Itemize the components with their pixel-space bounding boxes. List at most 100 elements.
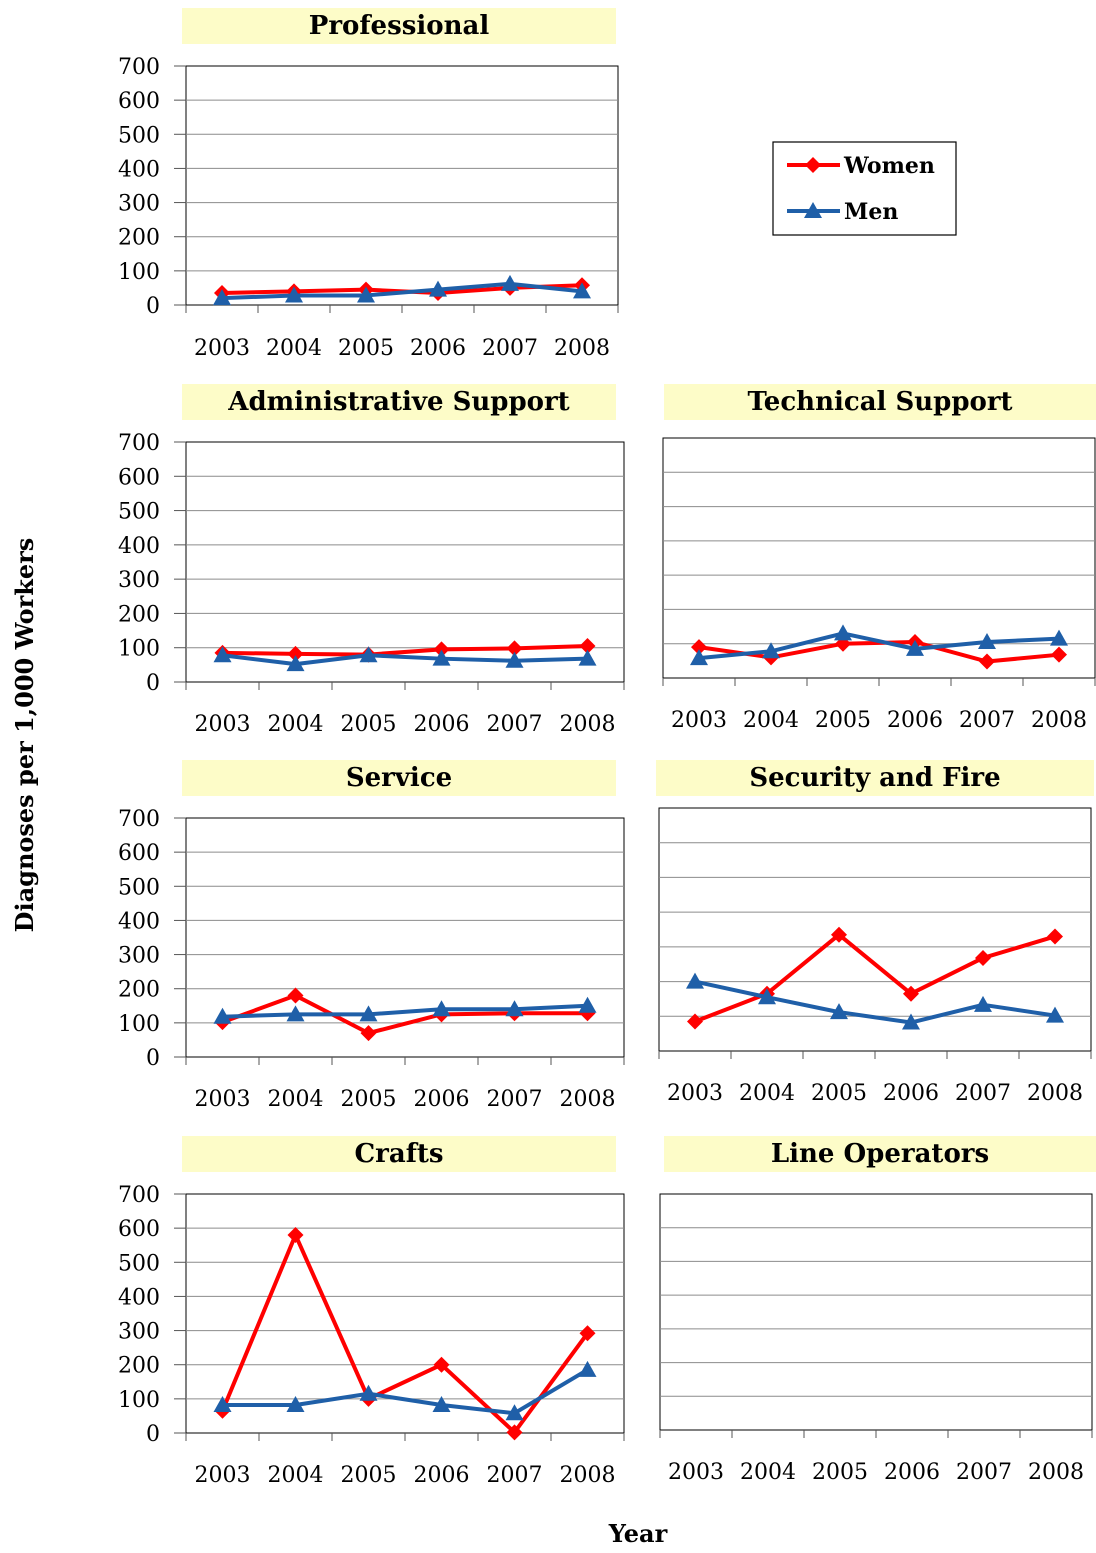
y-tick-label: 200 — [118, 226, 160, 251]
x-tick-label: 2004 — [740, 1460, 796, 1485]
data-point-women — [506, 1424, 523, 1441]
data-point-women — [579, 638, 596, 654]
data-point-women — [287, 987, 304, 1004]
data-point-women — [975, 949, 991, 966]
y-tick-label: 200 — [118, 602, 160, 627]
data-point-men — [359, 1005, 378, 1022]
panel-title-band — [182, 384, 616, 420]
y-tick-label: 200 — [118, 1354, 160, 1379]
data-point-women — [979, 653, 995, 670]
x-tick-label: 2004 — [743, 708, 799, 733]
data-point-men — [359, 646, 378, 663]
y-tick-label: 400 — [118, 534, 160, 559]
x-tick-label: 2003 — [667, 1081, 723, 1106]
series-men — [690, 624, 1068, 666]
x-tick-label: 2006 — [884, 1460, 940, 1485]
data-point-women — [1051, 646, 1067, 663]
x-tick-label: 2004 — [268, 712, 324, 737]
series-line-men — [698, 631, 1060, 661]
panel-title-band — [664, 384, 1096, 420]
y-tick-label: 600 — [118, 465, 160, 490]
series-line-men — [222, 1368, 589, 1416]
panel-title-band — [656, 760, 1094, 796]
data-point-women — [903, 985, 919, 1002]
series-men — [213, 646, 597, 672]
x-tick-label: 2007 — [956, 1460, 1012, 1485]
y-tick-label: 700 — [118, 431, 160, 456]
y-tick-label: 400 — [118, 909, 160, 934]
x-tick-label: 2005 — [341, 712, 397, 737]
series-line-men — [222, 1003, 588, 1019]
data-point-men — [505, 1000, 524, 1017]
x-tick-label: 2005 — [811, 1081, 867, 1106]
panel-administrative-support: Administrative Support 0 100 200 300 400 500 60… — [118, 384, 625, 737]
data-point-men — [357, 286, 375, 303]
data-point-men — [501, 274, 519, 291]
legend-women-marker — [805, 157, 821, 173]
x-tick-label: 2007 — [487, 1463, 543, 1488]
data-point-men — [830, 1003, 848, 1020]
y-tick-label: 100 — [118, 637, 160, 662]
x-tick-label: 2005 — [338, 336, 394, 361]
x-tick-label: 2005 — [341, 1087, 397, 1112]
data-point-men — [213, 646, 232, 663]
x-tick-label: 2007 — [955, 1081, 1011, 1106]
x-tick-label: 2008 — [1031, 708, 1087, 733]
series-line-women — [221, 993, 588, 1036]
plot-area — [185, 441, 625, 683]
x-tick-label: 2008 — [554, 336, 610, 361]
y-tick-label: 300 — [118, 1320, 160, 1345]
x-tick-label: 2007 — [959, 708, 1015, 733]
series-line-women — [694, 932, 1056, 1024]
x-tick-label: 2007 — [482, 336, 538, 361]
data-point-men — [573, 282, 591, 299]
panel-title-band — [182, 8, 616, 44]
data-point-men — [686, 972, 704, 989]
panel-title: Crafts — [354, 1139, 443, 1169]
data-point-men — [978, 633, 996, 649]
y-tick-label: 600 — [118, 1217, 160, 1242]
y-tick-label: 0 — [146, 671, 160, 696]
data-point-women — [433, 641, 450, 658]
x-tick-label: 2006 — [410, 336, 466, 361]
panel-title-band — [182, 760, 616, 796]
y-axis-title: Diagnoses per 1,000 Workers — [10, 538, 39, 933]
chart-panels: Professional 0 100 200 300 400 500 600 700 2003 20… — [118, 8, 1096, 1488]
data-point-men — [286, 655, 305, 672]
panel-title: Technical Support — [747, 387, 1012, 417]
series-line-men — [221, 281, 583, 301]
x-tick-label: 2006 — [883, 1081, 939, 1106]
data-point-men — [505, 1404, 524, 1421]
y-tick-label: 500 — [118, 1251, 160, 1276]
plot-area — [185, 1193, 625, 1434]
series-line-women — [222, 644, 588, 657]
series-line-women — [220, 1232, 590, 1435]
legend-men-marker — [804, 202, 822, 218]
data-point-men — [213, 1396, 232, 1413]
x-tick-label: 2006 — [414, 1087, 470, 1112]
data-point-men — [834, 624, 852, 641]
data-point-women — [579, 1325, 596, 1342]
data-point-men — [578, 996, 597, 1013]
panel-title-band — [182, 1136, 616, 1172]
panel-title: Professional — [309, 11, 490, 41]
data-point-men — [432, 649, 451, 666]
data-point-women — [287, 1226, 304, 1243]
plot-area — [185, 65, 619, 306]
y-tick-label: 700 — [118, 55, 160, 80]
data-point-women — [687, 1013, 703, 1030]
y-tick-label: 300 — [118, 192, 160, 217]
series-line-men — [222, 653, 588, 667]
y-tick-label: 0 — [146, 1046, 160, 1071]
panel-title: Security and Fire — [749, 763, 1000, 793]
x-tick-label: 2005 — [815, 708, 871, 733]
series-men — [686, 972, 1064, 1030]
y-tick-label: 500 — [118, 123, 160, 148]
plot-area — [658, 807, 1092, 1052]
x-tick-label: 2008 — [1027, 1081, 1083, 1106]
x-tick-label: 2004 — [266, 336, 322, 361]
data-point-men — [762, 642, 780, 659]
data-point-women — [831, 926, 847, 943]
data-point-men — [578, 1360, 597, 1377]
